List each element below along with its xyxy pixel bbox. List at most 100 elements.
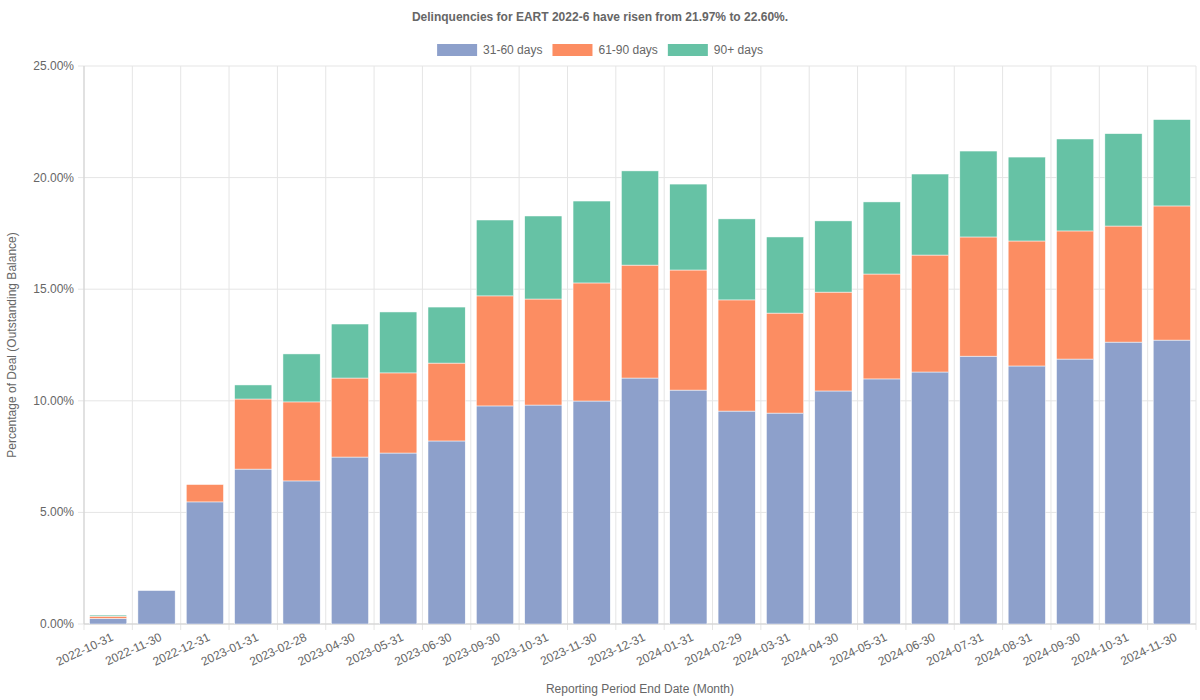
x-grid-line	[1050, 66, 1051, 630]
bar	[1057, 231, 1094, 359]
bar	[670, 184, 707, 270]
legend-swatch	[437, 44, 477, 56]
bar	[960, 356, 997, 624]
y-tick-label: 10.00%	[33, 394, 74, 408]
bar	[718, 411, 755, 624]
bar	[525, 405, 562, 624]
bar	[573, 401, 610, 624]
legend-label: 31-60 days	[483, 43, 542, 57]
bar	[138, 590, 175, 591]
bar	[428, 441, 465, 624]
bar	[1008, 366, 1045, 624]
bar	[863, 202, 900, 274]
bar	[476, 296, 513, 406]
bar	[138, 590, 175, 591]
x-grid-line	[1099, 66, 1100, 630]
x-grid-line	[1002, 66, 1003, 630]
bar	[621, 265, 658, 378]
legend-label: 61-90 days	[598, 43, 657, 57]
bar	[815, 292, 852, 391]
bar	[863, 274, 900, 379]
x-grid-line	[470, 66, 471, 630]
bar	[235, 399, 272, 469]
x-grid-line	[180, 66, 181, 630]
bar	[525, 299, 562, 405]
bar	[670, 270, 707, 390]
bar	[90, 615, 127, 616]
bar	[186, 502, 223, 624]
bar	[1057, 139, 1094, 231]
x-grid-line	[905, 66, 906, 630]
x-grid-line	[229, 66, 230, 630]
bar	[476, 406, 513, 624]
title: Delinquencies for EART 2022-6 have risen…	[412, 10, 788, 24]
bar	[621, 378, 658, 624]
bar	[1008, 157, 1045, 241]
bar	[766, 237, 803, 313]
y-tick-label: 20.00%	[33, 171, 74, 185]
bar	[1153, 340, 1190, 624]
bar	[960, 151, 997, 237]
bar	[670, 390, 707, 624]
y-axis-title: Percentage of Deal (Outstanding Balance)	[5, 232, 19, 457]
y-tick-label: 25.00%	[33, 59, 74, 73]
x-axis-title: Reporting Period End Date (Month)	[546, 682, 734, 696]
x-grid-line	[712, 66, 713, 630]
bar	[90, 618, 127, 624]
y-grid-line	[78, 66, 1196, 67]
bar	[815, 391, 852, 624]
bar	[380, 373, 417, 453]
x-grid-line	[857, 66, 858, 630]
bar	[283, 481, 320, 624]
y-axis-line	[84, 66, 85, 624]
x-grid-line	[132, 66, 133, 630]
bar	[331, 378, 368, 457]
bar	[380, 453, 417, 624]
bar	[186, 485, 223, 502]
legend-swatch	[552, 44, 592, 56]
bar	[718, 219, 755, 300]
bar	[476, 220, 513, 296]
bar	[1153, 120, 1190, 206]
bar	[766, 413, 803, 624]
x-grid-line	[664, 66, 665, 630]
y-tick-label: 0.00%	[40, 617, 74, 631]
bar	[573, 201, 610, 283]
bar	[911, 174, 948, 255]
bar	[573, 283, 610, 401]
bar	[283, 402, 320, 481]
bar	[863, 379, 900, 624]
bar	[138, 591, 175, 624]
x-grid-line	[760, 66, 761, 630]
x-grid-line	[809, 66, 810, 630]
bar	[1057, 359, 1094, 624]
legend-swatch	[668, 44, 708, 56]
x-grid-line	[325, 66, 326, 630]
x-grid-line	[84, 66, 85, 630]
x-grid-line	[374, 66, 375, 630]
bar	[428, 363, 465, 441]
bar	[718, 300, 755, 411]
bars	[90, 120, 1191, 624]
bar	[331, 324, 368, 378]
bar	[911, 255, 948, 372]
bar	[186, 484, 223, 485]
bar	[1105, 342, 1142, 624]
x-grid-line	[615, 66, 616, 630]
legend-label: 90+ days	[714, 43, 763, 57]
bar	[766, 313, 803, 413]
bar	[331, 457, 368, 624]
x-grid-line	[567, 66, 568, 630]
legend: 31-60 days 61-90 days 90+ days	[437, 43, 763, 57]
bar	[1153, 206, 1190, 340]
x-tick-label: 2024-11-30	[1118, 630, 1179, 668]
bar	[1105, 226, 1142, 342]
bar	[960, 237, 997, 356]
x-grid-line	[1147, 66, 1148, 630]
bar	[428, 307, 465, 363]
x-grid-line	[277, 66, 278, 630]
bar	[283, 354, 320, 402]
y-tick-label: 5.00%	[40, 505, 74, 519]
bar	[911, 372, 948, 624]
x-grid-line	[519, 66, 520, 630]
